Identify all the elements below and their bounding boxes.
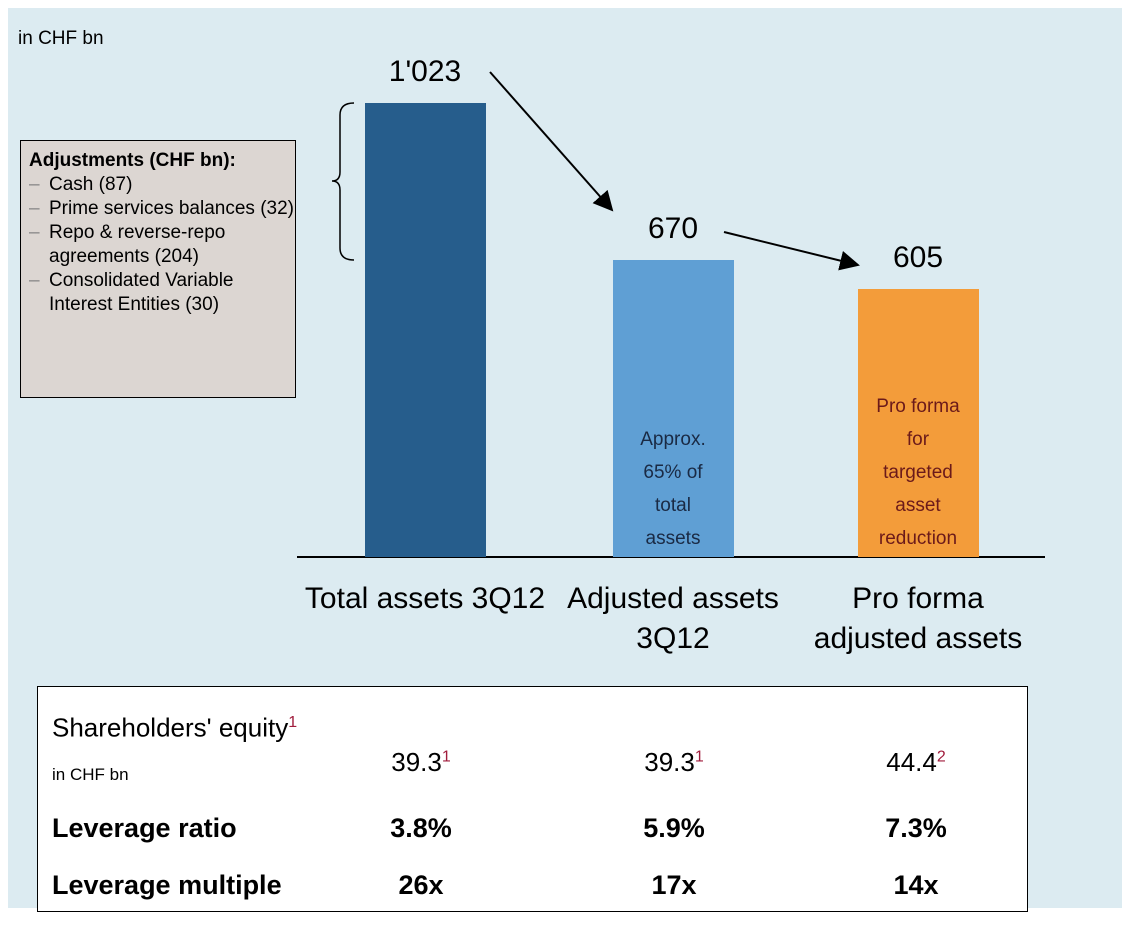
cell-text: 7.3%: [885, 813, 947, 843]
row-label-text: Shareholders' equity: [52, 712, 289, 743]
cell: 5.9%: [574, 813, 774, 844]
dash: –: [29, 174, 40, 195]
value-label: 605: [892, 240, 944, 274]
cell-text: 17x: [651, 870, 697, 900]
adjustment-item: – Consolidated Variable Interest Entities…: [29, 269, 295, 317]
cell-text: 39.3: [644, 747, 695, 777]
cell-text: 26x: [398, 870, 444, 900]
item-text: Cash (87): [49, 174, 133, 195]
arrow: [489, 71, 614, 212]
row-label: Shareholders' equity1 in CHF bn: [52, 701, 312, 796]
dash: –: [29, 198, 40, 219]
table: Shareholders' equity1 in CHF bn 39.31 39.3…: [37, 686, 1028, 912]
footnote: 2: [936, 748, 946, 766]
adjustment-item: – Repo & reverse-repo agreements (204): [29, 221, 295, 269]
cell: 26x: [321, 870, 521, 901]
dash: –: [29, 222, 40, 243]
footnote: 1: [441, 748, 451, 766]
bar: Approx. 65% of total assets: [612, 259, 734, 557]
cell: 39.31: [321, 747, 521, 778]
adjustment-item: – Cash (87): [29, 173, 295, 197]
category-label: Pro forma adjusted assets: [813, 582, 1023, 655]
cell-text: 44.4: [886, 747, 937, 777]
item-text: Repo & reverse-repo agreements (204): [49, 222, 226, 267]
cell: 14x: [816, 870, 1016, 901]
dash: –: [29, 270, 40, 291]
arrow: [723, 231, 860, 271]
row-label: Leverage multiple: [52, 870, 282, 901]
category-label: Adjusted assets 3Q12: [567, 582, 779, 655]
row-unit: in CHF bn: [52, 764, 129, 784]
cell-text: 14x: [893, 870, 939, 900]
row-label-text: Leverage multiple: [52, 870, 282, 900]
adjustment-item: – Prime services balances (32): [29, 197, 295, 221]
cell: 3.8%: [321, 813, 521, 844]
bar-note: Pro forma for targeted asset reduction: [876, 395, 960, 549]
brace: [331, 102, 355, 261]
bar-note: Approx. 65% of total assets: [640, 428, 706, 549]
row-label-text: Leverage ratio: [52, 813, 237, 843]
unit-label: in CHF bn: [18, 28, 104, 49]
adjustments-box: Adjustments (CHF bn): – Cash (87) – Prime s…: [20, 140, 296, 398]
cell-text: 3.8%: [390, 813, 452, 843]
cell-text: 39.3: [391, 747, 442, 777]
row-label: Leverage ratio: [52, 813, 237, 844]
cell: 17x: [574, 870, 774, 901]
adjustments-title: Adjustments (CHF bn):: [29, 150, 236, 171]
bar: [364, 103, 486, 557]
cell: 39.31: [574, 747, 774, 778]
value-label: 1'023: [388, 55, 462, 88]
cell: 7.3%: [816, 813, 1016, 844]
item-text: Consolidated Variable Interest Entities …: [49, 270, 234, 315]
bar: Pro forma for targeted asset reduction: [857, 288, 979, 557]
cell: 44.42: [816, 747, 1016, 778]
footnote: 1: [694, 748, 704, 766]
cell-text: 5.9%: [643, 813, 705, 843]
item-text: Prime services balances (32): [49, 198, 294, 219]
footnote: 1: [288, 714, 298, 731]
category-label: Total assets 3Q12: [304, 582, 546, 615]
value-label: 670: [647, 211, 699, 245]
